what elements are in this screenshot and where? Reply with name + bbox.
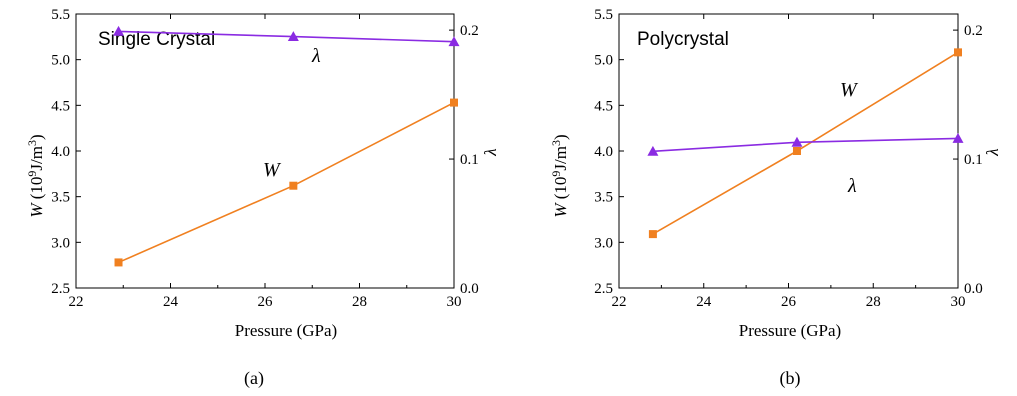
y-axis-unit-part: J/m: [551, 146, 570, 171]
series-label-lambda: λ: [311, 45, 321, 67]
data-point-w: [289, 181, 298, 190]
series-label-lambda: λ: [847, 175, 857, 197]
x-tick-label: 30: [447, 294, 462, 310]
y-axis-exponent: 9: [549, 171, 563, 177]
y2-tick-label: 0.2: [964, 23, 983, 39]
y-tick-label: 3.5: [594, 190, 613, 206]
y-tick-label: 5.0: [51, 53, 70, 69]
data-point-lambda: [952, 132, 964, 143]
y-tick-label: 3.5: [51, 190, 70, 206]
y2-tick-label: 0.2: [460, 23, 479, 39]
series-line-w: [652, 51, 959, 235]
data-point-lambda: [791, 136, 803, 147]
data-point-w: [792, 147, 801, 155]
panel-title: Single Crystal: [98, 29, 215, 50]
x-axis-label: Pressure (GPa): [739, 321, 841, 340]
y-axis-label-right: λ: [983, 148, 1002, 156]
y-axis-label-left: W (109J/m3): [549, 134, 570, 217]
y-tick-label: 4.0: [51, 144, 70, 160]
data-point-w: [450, 98, 458, 107]
series-line-w: [118, 101, 455, 264]
data-point-lambda: [113, 25, 125, 36]
y-axis-unit-part: J/m: [27, 146, 46, 171]
y2-tick-label: 0.0: [460, 281, 479, 297]
panel-a: Single Crystal Pressure (GPa) W (109J/m3…: [25, 7, 500, 389]
y-axis-label-left: W (109J/m3): [25, 134, 46, 217]
data-point-lambda: [287, 31, 299, 41]
y-axis-var: W: [551, 202, 570, 218]
y-axis-exponent: 3: [25, 140, 39, 146]
panel-caption: (a): [244, 368, 264, 389]
data-point-lambda: [448, 36, 460, 47]
x-tick-label: 28: [352, 294, 367, 310]
x-tick-label: 28: [866, 294, 881, 310]
y-tick-label: 3.0: [594, 235, 613, 251]
y-axis-exponent: 9: [25, 171, 39, 177]
y-tick-label: 3.0: [51, 235, 70, 251]
plot-frame: [75, 13, 455, 289]
y-axis-var: W: [27, 202, 46, 218]
y-tick-label: 4.5: [51, 98, 70, 114]
x-tick-label: 22: [612, 294, 627, 310]
data-point-w: [114, 258, 123, 267]
x-tick-label: 24: [696, 294, 712, 310]
series-label-w: W: [263, 159, 282, 181]
x-tick-label: 30: [951, 294, 966, 310]
y-axis-unit-part: ): [27, 134, 46, 140]
y-tick-label: 4.0: [594, 144, 613, 160]
x-axis-label: Pressure (GPa): [235, 321, 337, 340]
y-tick-label: 5.5: [51, 7, 70, 23]
panel-caption: (b): [780, 368, 801, 389]
y2-tick-label: 0.1: [964, 152, 983, 168]
x-tick-label: 26: [781, 294, 797, 310]
y-axis-exponent: 3: [549, 140, 563, 146]
y2-tick-label: 0.0: [964, 281, 983, 297]
panel-title: Polycrystal: [637, 29, 729, 50]
y-tick-label: 4.5: [594, 98, 613, 114]
y2-tick-label: 0.1: [460, 152, 479, 168]
y-tick-label: 2.5: [51, 281, 70, 297]
y-axis-unit-part: (10: [551, 177, 570, 204]
y-axis-unit-part: ): [551, 134, 570, 140]
x-tick-label: 22: [69, 294, 84, 310]
data-point-lambda: [647, 145, 659, 156]
x-tick-label: 24: [163, 294, 179, 310]
data-point-w: [954, 48, 962, 57]
y-tick-label: 2.5: [594, 281, 613, 297]
x-tick-label: 26: [258, 294, 274, 310]
data-point-w: [648, 230, 657, 239]
series-label-w: W: [840, 79, 859, 101]
y-axis-label-right: λ: [481, 148, 500, 156]
y-tick-label: 5.5: [594, 7, 613, 23]
y-tick-label: 5.0: [594, 53, 613, 69]
panel-b: Polycrystal Pressure (GPa) W (109J/m3) λ…: [549, 7, 1002, 389]
y-axis-unit-part: (10: [27, 177, 46, 204]
